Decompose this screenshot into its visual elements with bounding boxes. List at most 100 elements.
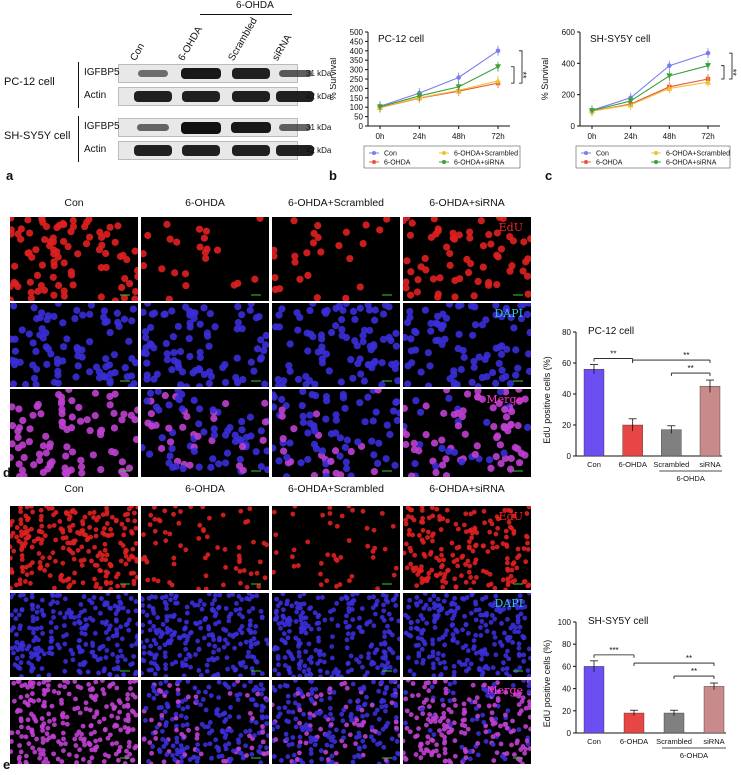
nucleus: [290, 217, 298, 225]
nucleus: [473, 557, 479, 563]
nucleus: [127, 680, 133, 685]
nucleus: [487, 529, 493, 535]
nucleus: [181, 746, 187, 752]
nucleus: [443, 665, 448, 671]
nucleus: [407, 729, 413, 735]
nucleus: [293, 635, 299, 641]
nucleus: [53, 558, 58, 564]
nucleus: [440, 563, 445, 568]
nucleus: [296, 313, 304, 322]
nucleus: [518, 708, 524, 714]
nucleus: [211, 323, 219, 331]
nucleus: [161, 759, 167, 764]
nucleus: [359, 707, 365, 713]
nucleus: [285, 635, 291, 641]
nucleus: [489, 685, 495, 691]
nucleus: [36, 456, 44, 465]
nucleus: [75, 705, 81, 711]
nucleus: [151, 610, 157, 616]
panel-letter-e: e: [3, 757, 11, 772]
nucleus: [335, 242, 343, 250]
nucleus: [487, 518, 493, 524]
nucleus: [348, 653, 354, 659]
nucleus: [131, 247, 138, 255]
nucleus: [45, 760, 51, 764]
nucleus: [164, 614, 170, 619]
nucleus: [446, 375, 454, 383]
nucleus: [88, 723, 94, 728]
nucleus: [427, 728, 433, 733]
nucleus: [163, 674, 169, 677]
blot-lane-label-3: siRNA: [270, 32, 295, 63]
nucleus: [122, 550, 128, 555]
nucleus: [204, 534, 210, 540]
nucleus: [309, 303, 317, 307]
nucleus: [42, 567, 48, 573]
nucleus: [36, 673, 42, 677]
nucleus: [204, 668, 210, 674]
nucleus: [77, 456, 85, 464]
nucleus: [59, 697, 64, 703]
x-tick-label-2: 48h: [452, 132, 465, 141]
nucleus: [343, 436, 352, 444]
x-tick-label-1: 24h: [413, 132, 426, 141]
nucleus: [141, 670, 144, 676]
nucleus: [175, 687, 181, 693]
nucleus: [25, 438, 33, 446]
nucleus: [306, 411, 314, 419]
legend-label-3: 6-OHDA+siRNA: [454, 160, 505, 167]
nucleus: [348, 714, 354, 719]
nucleus: [335, 623, 341, 628]
nucleus: [47, 523, 52, 529]
nucleus: [30, 509, 36, 515]
nucleus: [345, 669, 351, 675]
nucleus: [25, 330, 33, 338]
nucleus: [314, 221, 322, 230]
nucleus: [242, 683, 247, 689]
nucleus: [200, 506, 206, 510]
nucleus: [509, 567, 515, 573]
nucleus: [239, 597, 245, 602]
nucleus: [174, 727, 179, 733]
nucleus: [74, 753, 79, 759]
nucleus: [508, 262, 516, 270]
nucleus: [36, 681, 42, 687]
nucleus: [312, 410, 321, 418]
nucleus: [92, 544, 97, 550]
nucleus: [92, 562, 98, 568]
nucleus: [87, 303, 96, 309]
nucleus: [386, 611, 392, 617]
nucleus: [205, 552, 211, 558]
nucleus: [73, 344, 81, 352]
nucleus: [170, 743, 176, 749]
nucleus: [100, 687, 106, 692]
nucleus: [470, 593, 476, 596]
nucleus: [332, 416, 340, 424]
nucleus: [517, 665, 523, 671]
nucleus: [123, 553, 129, 559]
nucleus: [327, 520, 333, 526]
nucleus: [411, 672, 417, 677]
nucleus: [431, 665, 436, 671]
nucleus: [327, 511, 333, 516]
nucleus: [304, 347, 312, 355]
nucleus: [54, 379, 62, 387]
nucleus: [445, 394, 453, 402]
nucleus: [512, 578, 518, 583]
nucleus: [38, 325, 46, 333]
nucleus: [460, 645, 466, 651]
nucleus: [17, 760, 23, 764]
nucleus: [410, 445, 418, 454]
nucleus: [205, 379, 213, 387]
nucleus: [489, 710, 495, 716]
nucleus: [102, 355, 110, 363]
nucleus: [502, 413, 511, 421]
nucleus: [364, 303, 372, 309]
nucleus: [122, 725, 128, 730]
nucleus: [237, 559, 242, 565]
nucleus: [99, 596, 104, 601]
nucleus: [182, 633, 187, 638]
nucleus: [350, 617, 356, 623]
nucleus: [470, 363, 478, 371]
nucleus: [196, 320, 204, 328]
